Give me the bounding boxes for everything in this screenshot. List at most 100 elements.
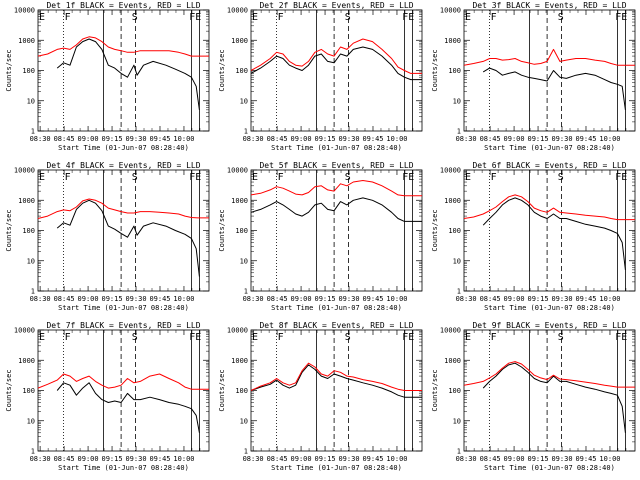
y-tick-label: 10 [240,257,248,265]
y-tick-label: 10 [240,417,248,425]
x-tick-label: 09:45 [362,295,383,303]
y-tick-label: 1 [31,448,35,456]
marker-label: E [39,172,45,183]
x-axis-label: Start Time (01-Jun-07 08:28:40) [271,304,402,312]
chart-title: Det 1f BLACK = Events, RED = LLD [46,1,200,10]
x-tick-label: 10:00 [599,295,620,303]
marker-label: FE [615,332,627,343]
marker-label: FE [402,172,414,183]
y-tick-label: 10000 [14,7,35,15]
marker-label: S [345,332,351,343]
y-tick-label: 10000 [227,327,248,335]
y-tick-label: 10000 [440,327,461,335]
x-tick-label: 09:30 [551,135,572,143]
x-tick-label: 09:15 [315,295,336,303]
marker-label: F [278,12,284,23]
x-tick-label: 10:00 [599,455,620,463]
y-tick-label: 100 [448,67,461,75]
x-tick-label: 09:00 [504,455,525,463]
x-tick-label: 09:00 [78,455,99,463]
y-tick-label: 10000 [14,327,35,335]
series-events-line [482,197,626,270]
y-tick-label: 100 [235,227,248,235]
marker-label: FE [402,12,414,23]
chart-title: Det 5f BLACK = Events, RED = LLD [259,161,413,170]
x-axis-label: Start Time (01-Jun-07 08:28:40) [484,464,615,472]
y-axis-label: Counts/sec [218,49,226,91]
y-tick-label: 1 [457,288,461,296]
x-axis-label: Start Time (01-Jun-07 08:28:40) [271,144,402,152]
y-tick-label: 1 [244,128,248,136]
x-tick-label: 09:15 [102,455,123,463]
y-tick-label: 1 [244,448,248,456]
x-tick-label: 09:00 [78,135,99,143]
y-tick-label: 10000 [14,167,35,175]
y-axis-label: Counts/sec [218,369,226,411]
chart-panel: Det 5f BLACK = Events, RED = LLD Start Ti… [218,161,423,312]
y-tick-label: 100 [235,67,248,75]
chart-title: Det 6f BLACK = Events, RED = LLD [472,161,626,170]
marker-label: S [132,172,138,183]
y-tick-label: 100 [22,67,35,75]
y-tick-label: 1000 [231,37,248,45]
x-tick-label: 09:15 [528,135,549,143]
x-axis-label: Start Time (01-Jun-07 08:28:40) [484,304,615,312]
y-tick-label: 100 [448,227,461,235]
x-tick-label: 10:00 [173,295,194,303]
y-tick-label: 10 [27,257,35,265]
marker-label: F [65,12,71,23]
x-tick-label: 09:45 [575,135,596,143]
x-tick-label: 10:00 [173,455,194,463]
marker-label: FE [189,172,201,183]
y-tick-label: 10000 [440,7,461,15]
x-tick-label: 09:30 [551,455,572,463]
y-tick-label: 10 [453,417,461,425]
marker-label: F [278,332,284,343]
series-lld-line [463,194,635,221]
chart-title: Det 2f BLACK = Events, RED = LLD [259,1,413,10]
x-tick-label: 08:30 [243,455,264,463]
chart-title: Det 3f BLACK = Events, RED = LLD [472,1,626,10]
x-tick-label: 09:15 [315,135,336,143]
x-tick-label: 10:00 [386,135,407,143]
x-tick-label: 08:45 [267,455,288,463]
series-events-line [250,197,422,222]
y-tick-label: 10 [240,97,248,105]
series-lld-line [250,180,422,197]
x-tick-label: 10:00 [173,135,194,143]
x-tick-label: 08:45 [267,135,288,143]
x-tick-label: 09:00 [291,135,312,143]
x-tick-label: 08:30 [243,295,264,303]
y-axis-label: Counts/sec [218,209,226,251]
chart-panel: Det 2f BLACK = Events, RED = LLD Start Ti… [218,1,423,152]
x-tick-label: 09:30 [338,455,359,463]
chart-panel: Det 3f BLACK = Events, RED = LLD Start Ti… [431,1,636,152]
x-axis-label: Start Time (01-Jun-07 08:28:40) [271,464,402,472]
marker-label: F [65,332,71,343]
y-tick-label: 100 [448,387,461,395]
series-lld-line [463,48,635,66]
y-tick-label: 1000 [18,37,35,45]
y-axis-label: Counts/sec [431,49,439,91]
chart-title: Det 7f BLACK = Events, RED = LLD [46,321,200,330]
chart-panel: Det 9f BLACK = Events, RED = LLD Start Ti… [431,321,636,472]
marker-label: E [465,12,471,23]
chart-title: Det 9f BLACK = Events, RED = LLD [472,321,626,330]
x-tick-label: 09:00 [504,135,525,143]
series-events-line [482,362,626,433]
series-events-line [56,382,200,433]
x-tick-label: 09:30 [338,135,359,143]
marker-label: E [252,12,258,23]
x-tick-label: 08:45 [480,295,501,303]
marker-label: F [491,172,497,183]
marker-label: F [491,332,497,343]
x-tick-label: 08:45 [54,295,75,303]
chart-panel: Det 6f BLACK = Events, RED = LLD Start Ti… [431,161,636,312]
y-tick-label: 1000 [18,197,35,205]
x-tick-label: 09:15 [315,455,336,463]
y-tick-label: 1000 [231,197,248,205]
x-axis-label: Start Time (01-Jun-07 08:28:40) [58,144,189,152]
x-tick-label: 09:45 [575,455,596,463]
chart-panel: Det 4f BLACK = Events, RED = LLD Start Ti… [5,161,210,312]
y-tick-label: 10000 [227,7,248,15]
